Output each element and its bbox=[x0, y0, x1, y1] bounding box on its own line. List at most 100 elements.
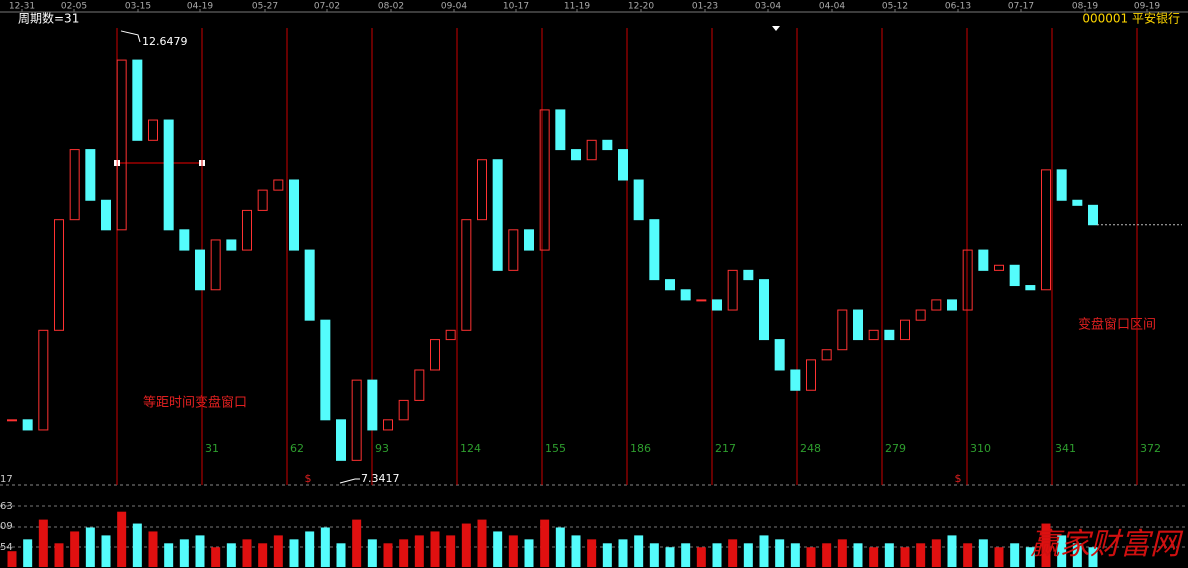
volume-bar bbox=[869, 547, 879, 567]
candle-body bbox=[539, 109, 550, 251]
candle-body bbox=[477, 159, 487, 221]
candle-body bbox=[759, 279, 769, 341]
date-label: 08-19 bbox=[1072, 2, 1098, 12]
volume-bar bbox=[1072, 543, 1082, 567]
candle-body bbox=[116, 59, 127, 231]
candle-body bbox=[633, 179, 644, 221]
volume-bar bbox=[696, 547, 706, 567]
candle-body bbox=[727, 269, 738, 311]
candle-body bbox=[132, 59, 143, 141]
volume-bar bbox=[837, 539, 847, 567]
volume-bar bbox=[414, 535, 424, 567]
volume-bar bbox=[947, 535, 957, 567]
volume-bar bbox=[289, 539, 299, 567]
candle-body bbox=[586, 139, 597, 161]
volume-bar bbox=[978, 539, 988, 567]
axis-fragment: 09 bbox=[0, 521, 13, 532]
date-label: 02-05 bbox=[61, 2, 87, 12]
volume-bar bbox=[1057, 535, 1067, 567]
candle-body bbox=[994, 264, 1004, 271]
volume-bar bbox=[101, 535, 111, 567]
date-label: 08-02 bbox=[378, 2, 404, 12]
candle-body bbox=[304, 249, 315, 321]
volume-bar bbox=[728, 539, 738, 567]
volume-bar bbox=[681, 543, 691, 567]
volume-bar bbox=[461, 523, 471, 567]
volume-bar bbox=[383, 543, 393, 567]
volume-bar bbox=[195, 535, 205, 567]
volume-bar bbox=[916, 543, 926, 567]
candle-body bbox=[524, 229, 534, 251]
candle-body bbox=[320, 319, 331, 421]
date-label: 09-04 bbox=[441, 2, 467, 12]
date-label: 12-31 bbox=[9, 2, 35, 12]
candle-body bbox=[837, 309, 848, 351]
volume-bar bbox=[665, 547, 675, 567]
volume-bar bbox=[900, 547, 910, 567]
annotation: 变盘窗口区间 bbox=[1078, 317, 1156, 333]
candle-body bbox=[680, 289, 691, 301]
volume-bar bbox=[775, 539, 785, 567]
volume-bar bbox=[258, 543, 268, 567]
volume-bar bbox=[148, 531, 158, 567]
volume-bar bbox=[822, 543, 832, 567]
candle-body bbox=[273, 179, 284, 191]
leader bbox=[120, 30, 141, 43]
candle-body bbox=[1088, 204, 1098, 226]
annotation: 等距时间变盘窗口 bbox=[143, 395, 247, 411]
date-label: 07-17 bbox=[1008, 2, 1034, 12]
security-name: 000001 平安银行 bbox=[1082, 11, 1180, 26]
volume-bar bbox=[571, 535, 581, 567]
candle-body bbox=[69, 149, 80, 221]
candle-body bbox=[289, 179, 299, 251]
marker: $ bbox=[955, 472, 962, 485]
cycle-label: 186 bbox=[630, 442, 651, 455]
marker: $ bbox=[305, 472, 312, 485]
volume-bar bbox=[132, 523, 142, 567]
volume-bar bbox=[884, 543, 894, 567]
volume-bar bbox=[743, 543, 753, 567]
watermark: 赢家财富网 bbox=[1030, 527, 1184, 562]
date-label: 07-02 bbox=[314, 2, 340, 12]
period-label: 周期数=31 bbox=[18, 11, 79, 26]
axis-fragment: 17 bbox=[0, 474, 13, 485]
volume-bar bbox=[602, 543, 612, 567]
candle-body bbox=[22, 419, 33, 431]
volume-bar bbox=[994, 547, 1004, 567]
volume-bar bbox=[70, 531, 80, 567]
volume-bar bbox=[963, 543, 973, 567]
volume-bar bbox=[430, 531, 440, 567]
volume-bar bbox=[759, 535, 769, 567]
candle-body bbox=[665, 279, 675, 291]
volume-bar bbox=[806, 547, 816, 567]
candle-body bbox=[649, 219, 660, 281]
high-label: 12.6479 bbox=[142, 35, 188, 48]
axis-fragment: 54 bbox=[0, 542, 13, 553]
cursor-marker bbox=[772, 26, 780, 31]
axis-fragment: 63 bbox=[0, 501, 13, 512]
volume-bar bbox=[524, 539, 534, 567]
volume-bar bbox=[399, 539, 409, 567]
candle-body bbox=[790, 369, 801, 391]
candle-body bbox=[555, 109, 566, 151]
candle-body bbox=[1009, 264, 1020, 287]
volume-bar bbox=[493, 531, 503, 567]
date-label: 05-12 bbox=[882, 2, 908, 12]
candle-body bbox=[336, 419, 346, 461]
volume-bar bbox=[555, 527, 565, 567]
volume-bar bbox=[226, 543, 236, 567]
candle-body bbox=[853, 309, 863, 341]
volume-bar bbox=[1010, 543, 1020, 567]
volume-bar bbox=[38, 519, 48, 567]
candle-body bbox=[85, 149, 96, 201]
volume-bar bbox=[164, 543, 174, 567]
candle-body bbox=[54, 219, 64, 331]
volume-bar bbox=[712, 543, 722, 567]
cycle-label: 310 bbox=[970, 442, 991, 455]
cycle-label: 31 bbox=[205, 442, 219, 455]
candle-body bbox=[1025, 285, 1036, 291]
volume-bar bbox=[23, 539, 33, 567]
volume-bar bbox=[508, 535, 518, 567]
volume-bar bbox=[477, 519, 487, 567]
